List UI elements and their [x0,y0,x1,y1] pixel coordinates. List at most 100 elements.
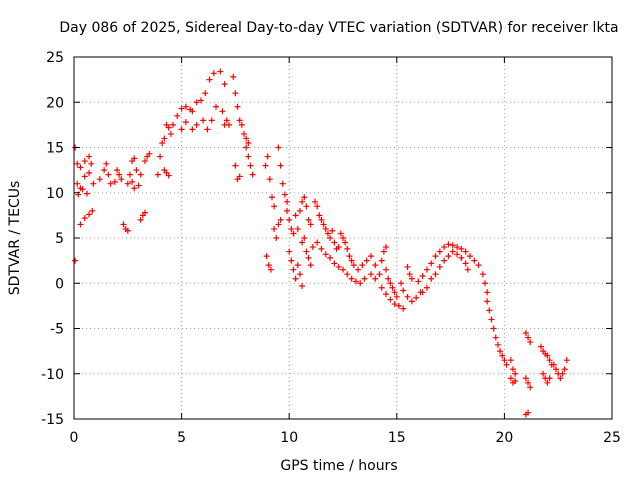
data-point [329,227,336,234]
data-point [355,266,362,273]
data-point [372,275,379,282]
data-point [428,260,435,267]
data-point [169,121,176,128]
data-point [361,275,368,282]
data-point [72,257,79,264]
data-point [466,253,473,260]
data-point [363,257,370,264]
data-point [245,139,252,146]
data-point [408,275,415,282]
data-point [193,99,200,106]
data-point [189,126,196,133]
data-point [161,135,168,142]
data-point [522,330,529,337]
data-point [81,173,88,180]
data-point [120,221,127,228]
data-point [540,370,547,377]
data-point [406,271,413,278]
data-point [284,207,291,214]
data-point [165,124,172,131]
tick-marks [73,56,613,420]
data-point [512,377,519,384]
data-point [335,263,342,270]
x-tick-label: 25 [603,430,621,446]
data-point [486,307,493,314]
data-point [350,262,357,269]
data-point [464,266,471,273]
data-point [286,248,293,255]
data-point [544,352,551,359]
data-point [340,266,346,273]
data-point [380,248,387,255]
data-point [400,287,407,294]
data-point [245,153,252,160]
data-points [72,68,570,418]
data-point [296,271,303,278]
data-point [118,176,125,183]
data-point [277,216,284,223]
data-point [415,278,422,285]
data-point [137,171,144,178]
data-point [275,221,282,228]
data-point [387,296,394,303]
data-point [512,370,519,377]
data-point [74,160,81,167]
data-point [499,352,506,359]
data-point [413,294,420,301]
data-point [294,225,301,232]
data-point [307,221,314,228]
gridlines [74,57,612,419]
data-point [103,160,110,167]
data-point [266,176,273,183]
data-point [383,244,390,251]
data-point [335,244,342,251]
data-point [284,198,291,205]
data-point [484,289,491,296]
data-point [546,375,553,382]
data-point [322,225,329,232]
data-point [223,117,230,124]
data-point [441,257,448,264]
data-point [262,162,269,169]
data-point [314,203,321,210]
data-point [290,230,297,237]
data-point [340,235,346,241]
data-point [154,171,161,178]
x-tick-label: 10 [280,430,298,446]
data-point [449,242,456,249]
data-point [367,253,374,260]
data-point [299,282,306,289]
data-point [146,150,153,157]
x-axis-label: GPS time / hours [280,458,397,474]
data-point [290,266,297,273]
y-tick-label: -5 [50,322,64,338]
data-point [423,266,430,273]
y-tick-label: 25 [46,50,64,66]
y-tick-label: 0 [55,276,64,292]
data-point [342,239,349,246]
data-point [419,273,426,280]
data-point [510,366,517,373]
data-point [167,130,174,137]
data-point [327,254,334,261]
data-point [131,185,138,192]
data-point [462,248,469,255]
data-point [449,248,456,255]
data-point [348,275,355,282]
data-point [79,186,86,193]
data-point [133,167,140,174]
data-point [206,76,213,83]
data-point [537,343,544,350]
data-point [197,97,204,104]
data-point [344,245,351,252]
data-point [81,158,88,165]
data-point [277,162,284,169]
data-point [124,180,131,187]
data-point [225,121,232,128]
data-point [129,178,136,185]
data-point [114,167,121,174]
data-point [400,305,407,312]
data-point [383,291,390,298]
data-point [296,207,303,214]
data-point [105,171,112,178]
